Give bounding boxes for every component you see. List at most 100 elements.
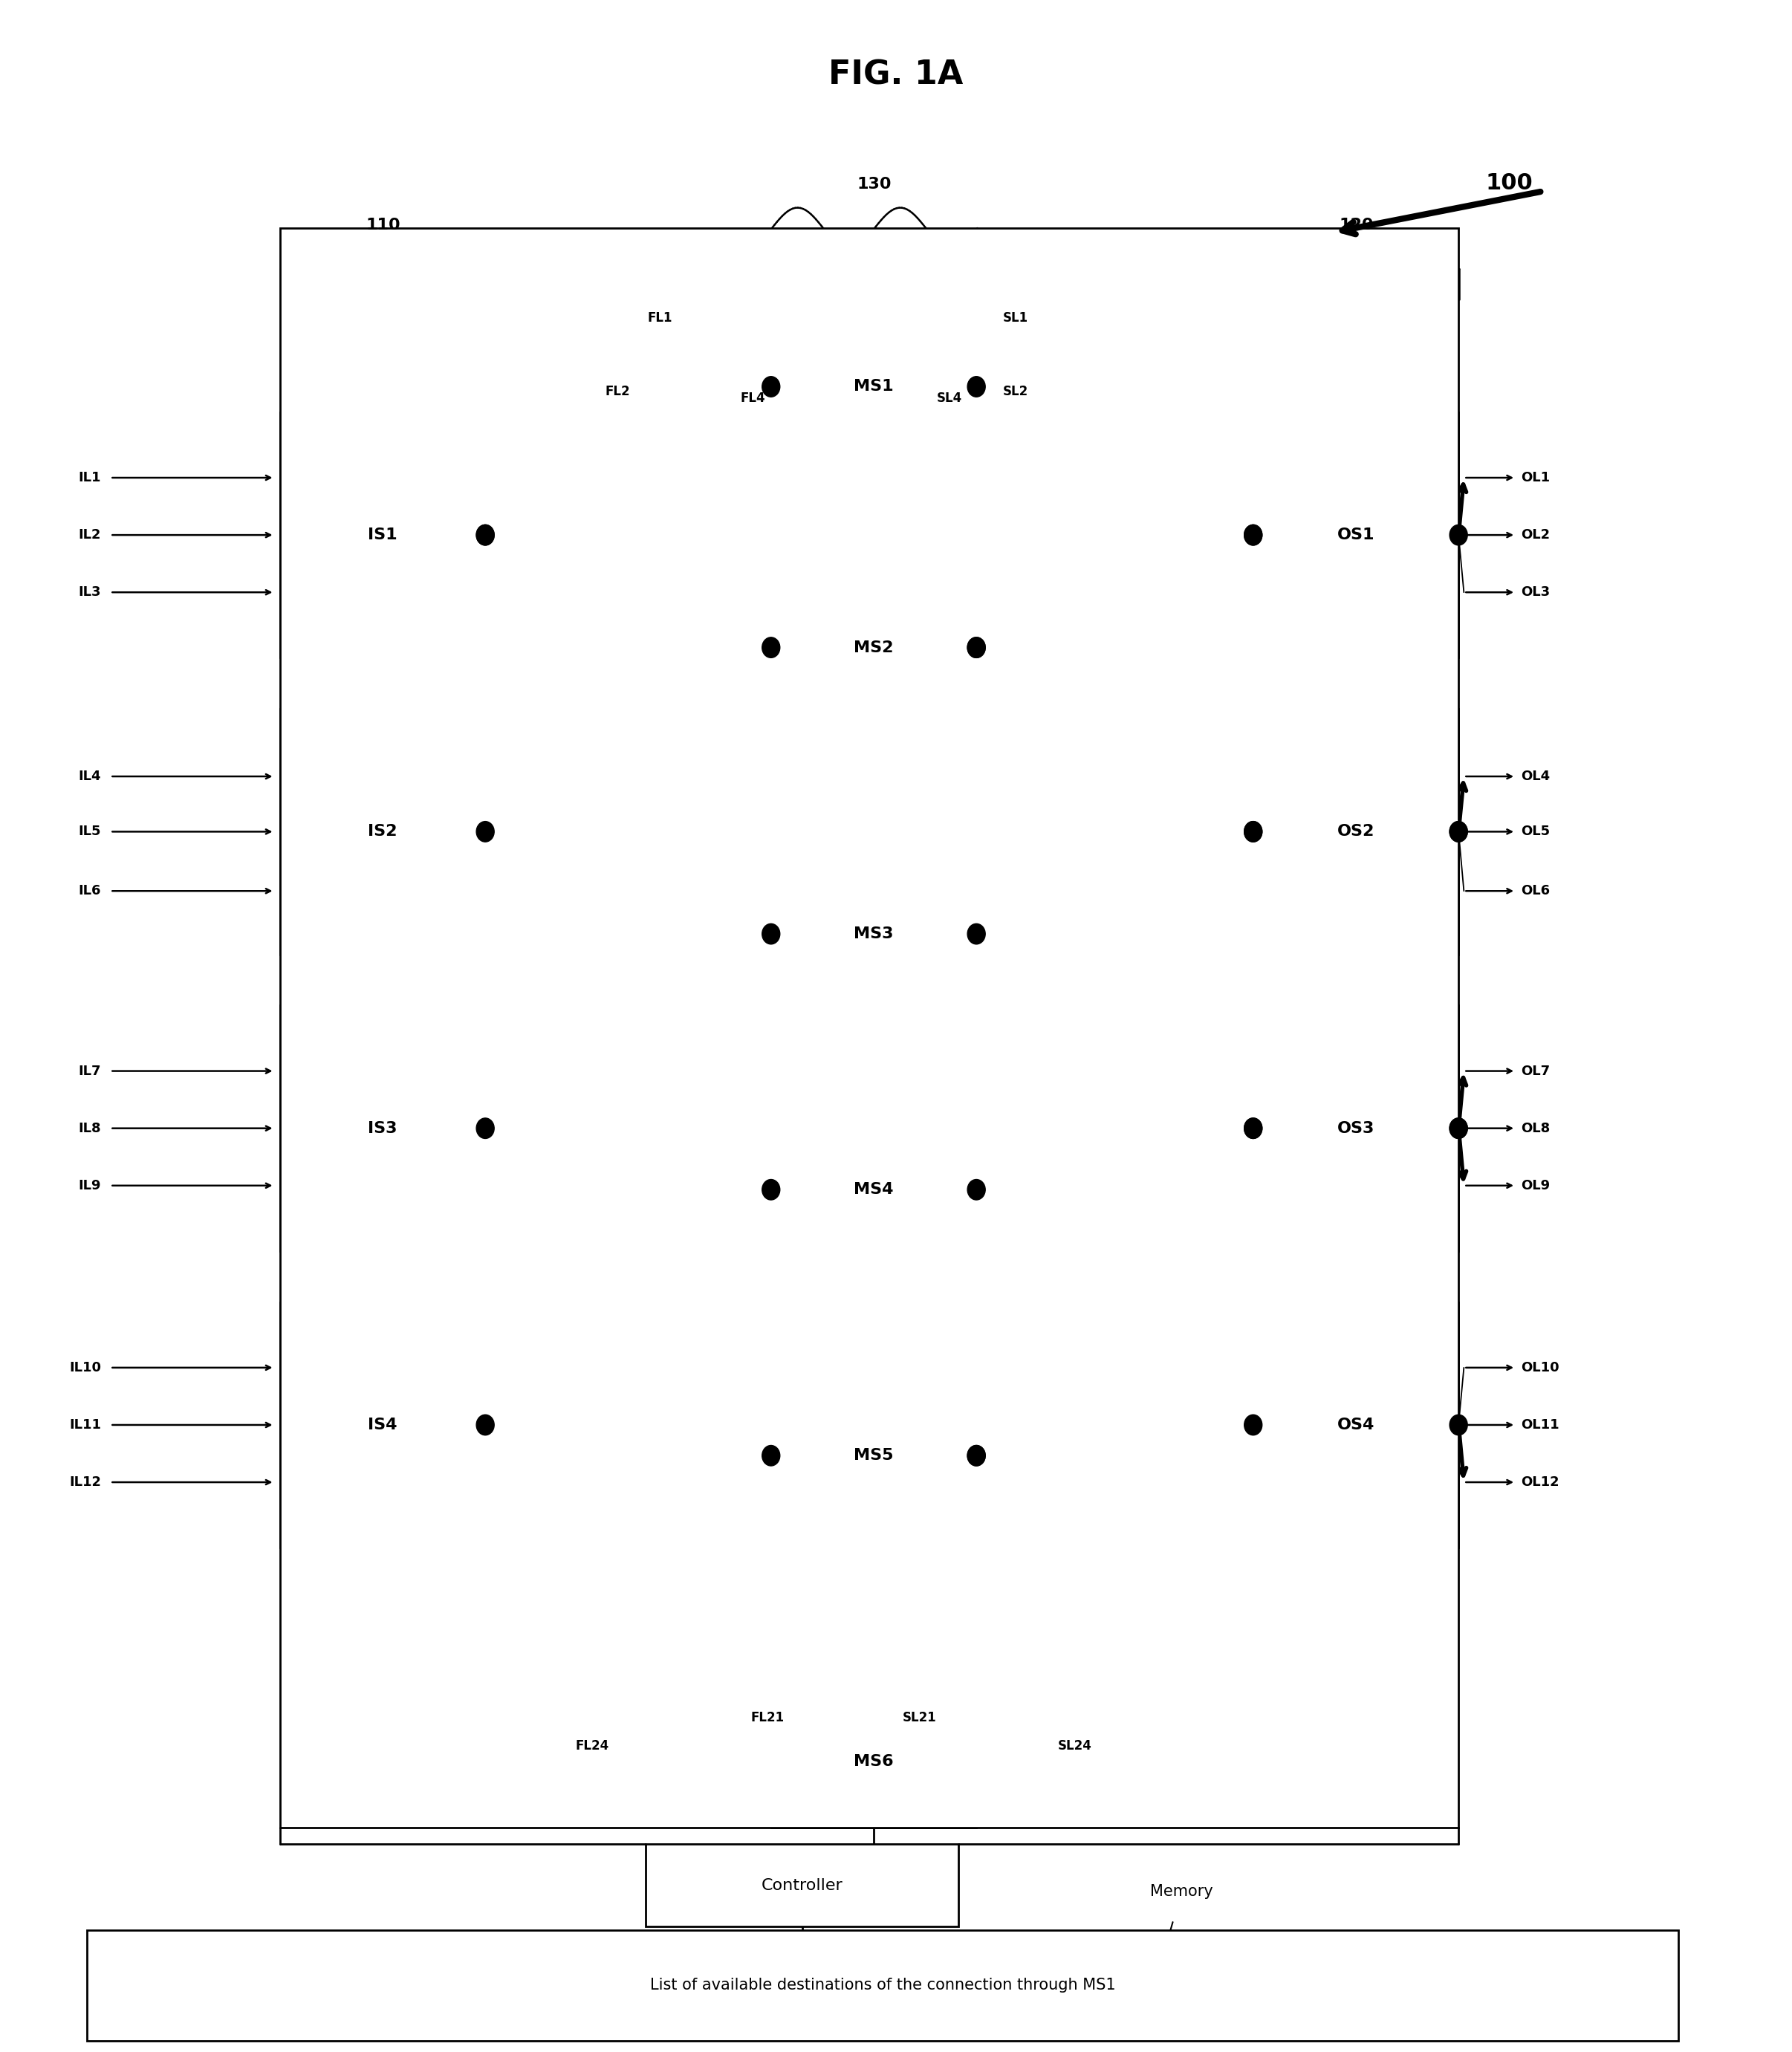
Text: OS1: OS1 (1337, 527, 1374, 542)
Text: SL1: SL1 (1004, 312, 1029, 324)
Text: IL6: IL6 (79, 884, 102, 897)
Circle shape (477, 821, 495, 841)
Text: OL3: OL3 (1521, 585, 1550, 599)
Text: SL4: SL4 (937, 392, 962, 404)
Text: OL12: OL12 (1521, 1475, 1559, 1490)
Circle shape (762, 1445, 780, 1465)
Text: IS1: IS1 (367, 527, 398, 542)
FancyBboxPatch shape (102, 1947, 1665, 2025)
Text: OL10: OL10 (1521, 1360, 1559, 1375)
FancyBboxPatch shape (771, 1383, 977, 1527)
FancyBboxPatch shape (771, 862, 977, 1005)
Text: OL2: OL2 (1521, 527, 1550, 542)
Text: IL5: IL5 (79, 825, 102, 839)
FancyBboxPatch shape (1253, 1005, 1459, 1252)
Text: OL9: OL9 (1521, 1180, 1550, 1192)
Text: MS6: MS6 (853, 1754, 894, 1769)
Circle shape (1244, 821, 1262, 841)
Circle shape (1450, 1118, 1468, 1139)
Circle shape (1450, 1118, 1468, 1139)
Text: IL1: IL1 (79, 472, 102, 484)
Text: FL1: FL1 (649, 312, 672, 324)
Text: OS3: OS3 (1337, 1120, 1374, 1135)
Text: IL9: IL9 (79, 1180, 102, 1192)
FancyBboxPatch shape (280, 1005, 486, 1252)
Circle shape (1244, 525, 1262, 546)
FancyBboxPatch shape (280, 708, 486, 954)
Text: FL4: FL4 (740, 392, 765, 404)
Circle shape (1244, 1414, 1262, 1434)
Circle shape (968, 638, 986, 659)
Text: OL5: OL5 (1521, 825, 1550, 839)
Text: IL7: IL7 (79, 1065, 102, 1077)
Text: Memory: Memory (1150, 1884, 1213, 1898)
Text: IL11: IL11 (70, 1418, 102, 1432)
Text: IL12: IL12 (70, 1475, 102, 1490)
Text: MS1: MS1 (853, 380, 894, 394)
Text: List of available destinations of the connection through MS1: List of available destinations of the co… (650, 1978, 1115, 1992)
Circle shape (968, 1180, 986, 1200)
Circle shape (968, 923, 986, 944)
Circle shape (477, 525, 495, 546)
Circle shape (1450, 1414, 1468, 1434)
Circle shape (1244, 1118, 1262, 1139)
Text: FL24: FL24 (575, 1740, 609, 1752)
Text: IL10: IL10 (70, 1360, 102, 1375)
FancyBboxPatch shape (280, 228, 1459, 1828)
Circle shape (1244, 821, 1262, 841)
Text: IS2: IS2 (367, 825, 398, 839)
FancyBboxPatch shape (771, 1695, 977, 1828)
FancyBboxPatch shape (771, 577, 977, 718)
FancyBboxPatch shape (1253, 1303, 1459, 1547)
Text: FIG. 1A: FIG. 1A (828, 60, 964, 90)
Text: 130: 130 (857, 176, 892, 191)
Text: OL4: OL4 (1521, 770, 1550, 784)
Text: IS4: IS4 (367, 1418, 398, 1432)
Text: 110: 110 (366, 218, 401, 232)
Circle shape (477, 1414, 495, 1434)
Circle shape (1450, 821, 1468, 841)
FancyBboxPatch shape (771, 289, 977, 484)
FancyBboxPatch shape (280, 412, 486, 659)
Text: 100: 100 (1486, 172, 1532, 193)
Text: MS5: MS5 (853, 1449, 894, 1463)
Circle shape (968, 376, 986, 396)
FancyBboxPatch shape (1253, 412, 1459, 659)
Text: OL8: OL8 (1521, 1122, 1550, 1135)
Text: OS2: OS2 (1337, 825, 1374, 839)
FancyBboxPatch shape (771, 1118, 977, 1262)
Circle shape (1450, 525, 1468, 546)
Text: OL1: OL1 (1521, 472, 1550, 484)
Circle shape (762, 1180, 780, 1200)
FancyBboxPatch shape (88, 1931, 1677, 2042)
Circle shape (477, 525, 495, 546)
Text: OL7: OL7 (1521, 1065, 1550, 1077)
Text: FL21: FL21 (751, 1711, 785, 1724)
Text: MS3: MS3 (853, 928, 894, 942)
FancyBboxPatch shape (280, 1303, 486, 1547)
Circle shape (968, 638, 986, 659)
Text: IL3: IL3 (79, 585, 102, 599)
Text: FL2: FL2 (606, 386, 631, 398)
Text: 120: 120 (1339, 218, 1374, 232)
Text: SL24: SL24 (1057, 1740, 1091, 1752)
Text: IS3: IS3 (367, 1120, 398, 1135)
Text: MS4: MS4 (853, 1182, 894, 1196)
Circle shape (762, 923, 780, 944)
Circle shape (1244, 1118, 1262, 1139)
Text: OL11: OL11 (1521, 1418, 1559, 1432)
FancyBboxPatch shape (645, 1845, 959, 1927)
Text: MS2: MS2 (853, 640, 894, 655)
Circle shape (477, 1118, 495, 1139)
Text: SL2: SL2 (1004, 386, 1029, 398)
Text: Controller: Controller (762, 1878, 842, 1892)
Text: OL6: OL6 (1521, 884, 1550, 897)
Circle shape (968, 1445, 986, 1465)
Text: OS4: OS4 (1337, 1418, 1374, 1432)
Circle shape (1450, 821, 1468, 841)
Text: SL21: SL21 (901, 1711, 935, 1724)
Circle shape (762, 376, 780, 396)
Text: IL4: IL4 (79, 770, 102, 784)
Circle shape (968, 1445, 986, 1465)
Circle shape (1244, 525, 1262, 546)
